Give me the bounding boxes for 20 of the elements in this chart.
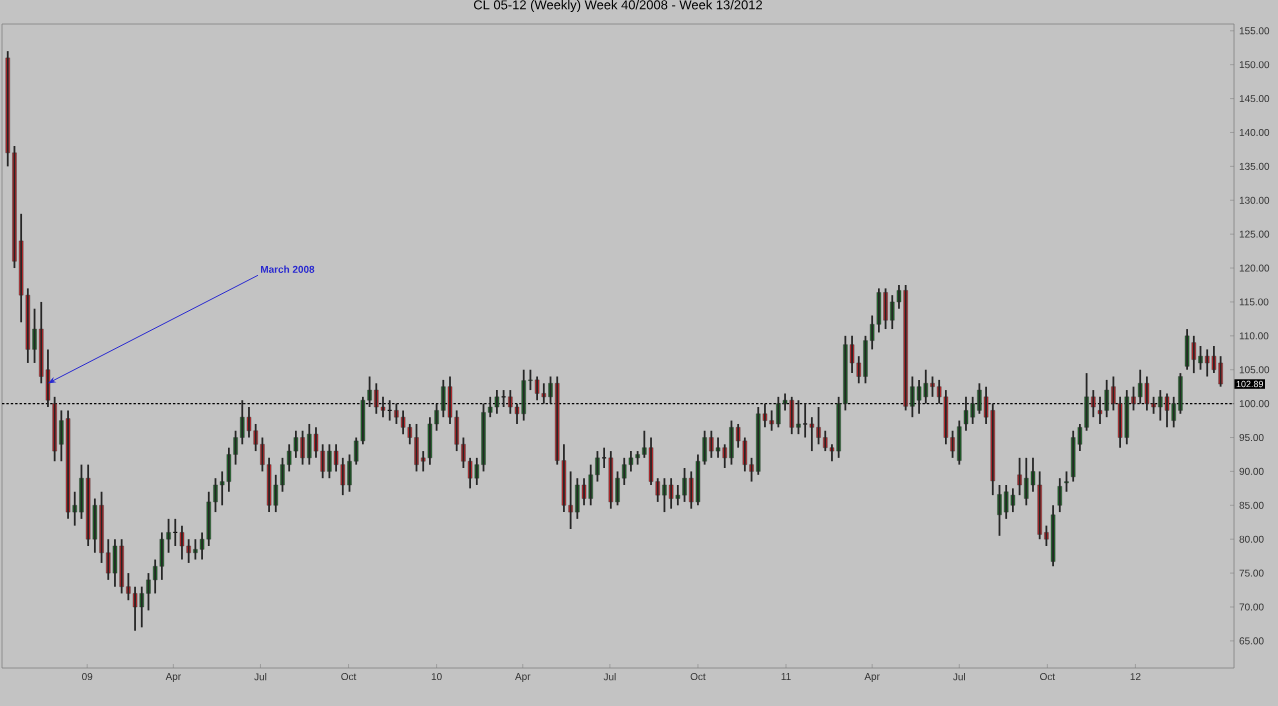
candlestick <box>796 399 801 436</box>
candlestick <box>400 409 406 436</box>
candlestick <box>112 538 118 588</box>
candlestick <box>1144 375 1150 412</box>
candlestick <box>1164 392 1170 429</box>
candlestick <box>668 477 674 510</box>
candlestick <box>1184 328 1190 371</box>
candlestick <box>179 524 185 561</box>
candlestick <box>300 429 305 466</box>
candlestick <box>414 423 419 473</box>
candlestick <box>682 467 687 503</box>
candlestick <box>729 419 734 466</box>
candlestick <box>662 477 667 513</box>
candlestick <box>930 375 935 398</box>
candlestick <box>816 406 821 446</box>
candlestick <box>534 375 540 402</box>
candlestick <box>494 389 500 415</box>
candlestick <box>85 463 91 547</box>
candlestick <box>65 409 71 520</box>
candlestick <box>883 287 888 330</box>
